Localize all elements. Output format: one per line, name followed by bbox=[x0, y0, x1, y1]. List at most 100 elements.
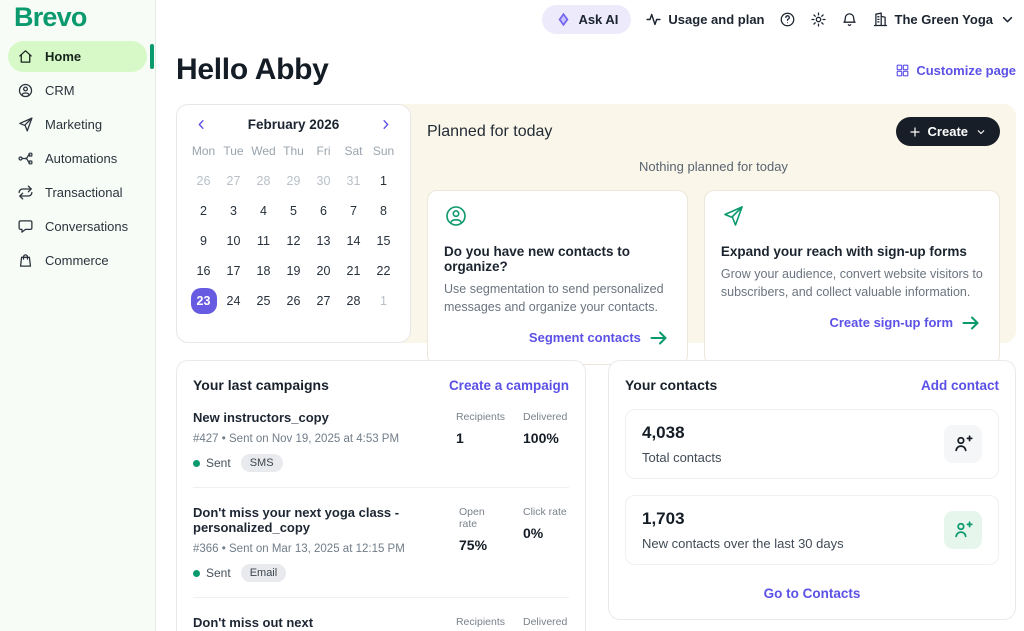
calendar-day[interactable]: 14 bbox=[346, 234, 361, 248]
suggestion-card-title: Do you have new contacts to organize? bbox=[444, 244, 631, 274]
calendar-day-name: Mon bbox=[191, 144, 216, 158]
calendar-day[interactable]: 16 bbox=[196, 264, 211, 278]
add-contact-link[interactable]: Add contact bbox=[920, 377, 999, 393]
calendar-day[interactable]: 21 bbox=[346, 264, 361, 278]
calendar-day[interactable]: 20 bbox=[316, 264, 331, 278]
campaign-row[interactable]: New instructors_copy #427 • Sent on Nov 1… bbox=[193, 393, 569, 487]
crm-icon bbox=[17, 82, 34, 99]
sidebar-item-automations[interactable]: Automations bbox=[8, 143, 147, 174]
help-button[interactable] bbox=[779, 11, 796, 28]
pulse-icon bbox=[645, 11, 662, 28]
campaign-row[interactable]: Don't miss out next class_copy_copy_copy… bbox=[193, 597, 569, 631]
sidebar-item-crm[interactable]: CRM bbox=[8, 75, 147, 106]
gear-icon bbox=[810, 11, 827, 28]
calendar-day[interactable]: 26 bbox=[196, 174, 211, 188]
campaign-row[interactable]: Don't miss your next yoga class - person… bbox=[193, 487, 569, 597]
calendar-day[interactable]: 26 bbox=[286, 294, 301, 308]
campaign-status: Sent bbox=[193, 566, 231, 580]
calendar-day[interactable]: 2 bbox=[200, 204, 207, 218]
calendar-day-selected[interactable]: 23 bbox=[189, 286, 219, 316]
chevron-left-icon bbox=[195, 118, 208, 131]
calendar-day[interactable]: 1 bbox=[380, 294, 387, 308]
calendar-day[interactable]: 12 bbox=[286, 234, 301, 248]
plus-icon bbox=[909, 126, 921, 138]
campaign-list: New instructors_copy #427 • Sent on Nov 1… bbox=[193, 393, 569, 631]
contact-stat-card[interactable]: 1,703 New contacts over the last 30 days bbox=[625, 495, 999, 565]
marketing-icon bbox=[17, 116, 34, 133]
page-title: Hello Abby bbox=[176, 53, 329, 86]
campaign-stat: Delivered 100% bbox=[523, 411, 569, 472]
sidebar-item-marketing[interactable]: Marketing bbox=[8, 109, 147, 140]
add-contact-icon bbox=[953, 434, 973, 454]
calendar-day[interactable]: 24 bbox=[226, 294, 241, 308]
organization-icon bbox=[872, 11, 889, 28]
contact-stat-card[interactable]: 4,038 Total contacts bbox=[625, 409, 999, 479]
calendar-day[interactable]: 19 bbox=[286, 264, 301, 278]
calendar-day[interactable]: 28 bbox=[256, 174, 271, 188]
calendar-day[interactable]: 13 bbox=[316, 234, 331, 248]
stat-value: 1 bbox=[455, 430, 464, 446]
sidebar-item-label: CRM bbox=[45, 83, 75, 98]
sidebar-item-commerce[interactable]: Commerce bbox=[8, 245, 147, 276]
calendar-day[interactable]: 30 bbox=[316, 174, 331, 188]
calendar-day[interactable]: 8 bbox=[380, 204, 387, 218]
suggestion-card-link[interactable]: Create sign-up form bbox=[829, 311, 983, 335]
status-dot bbox=[193, 569, 200, 577]
create-label: Create bbox=[927, 124, 968, 139]
suggestion-card-link[interactable]: Segment contacts bbox=[529, 326, 671, 350]
account-name: The Green Yoga bbox=[894, 11, 994, 27]
suggestion-card-description: Use segmentation to send personalized me… bbox=[444, 282, 664, 314]
sidebar-item-label: Transactional bbox=[45, 185, 123, 200]
notifications-button[interactable] bbox=[841, 11, 858, 28]
calendar-day[interactable]: 11 bbox=[257, 234, 270, 248]
calendar-day[interactable]: 3 bbox=[230, 204, 237, 218]
campaign-meta: #427 • Sent on Nov 19, 2025 at 4:53 PM bbox=[193, 433, 400, 445]
contact-stat-value: 4,038 bbox=[642, 423, 685, 442]
calendar-day[interactable]: 6 bbox=[320, 204, 327, 218]
create-button[interactable]: Create bbox=[895, 117, 1000, 146]
calendar-day[interactable]: 27 bbox=[226, 174, 241, 188]
calendar-day[interactable]: 9 bbox=[200, 234, 207, 248]
status-label: Sent bbox=[206, 456, 231, 470]
calendar-day[interactable]: 27 bbox=[316, 294, 331, 308]
sidebar-item-conversations[interactable]: Conversations bbox=[8, 211, 147, 242]
calendar-day[interactable]: 18 bbox=[256, 264, 271, 278]
status-dot bbox=[193, 459, 200, 467]
calendar-header: February 2026 bbox=[189, 117, 398, 136]
ask-ai-button[interactable]: Ask AI bbox=[542, 4, 632, 34]
chevron-down-icon bbox=[999, 11, 1016, 28]
stat-value: 0% bbox=[523, 525, 544, 541]
usage-and-plan-button[interactable]: Usage and plan bbox=[645, 11, 765, 28]
calendar-day[interactable]: 5 bbox=[290, 204, 297, 218]
calendar-day[interactable]: 10 bbox=[226, 234, 241, 248]
sidebar-item-transactional[interactable]: Transactional bbox=[8, 177, 147, 208]
create-campaign-link[interactable]: Create a campaign bbox=[448, 377, 569, 393]
sidebar-item-label: Home bbox=[45, 49, 82, 64]
account-menu[interactable]: The Green Yoga bbox=[872, 11, 1017, 28]
conversations-icon bbox=[17, 218, 34, 235]
bottom-section: Your last campaigns Create a campaign Ne… bbox=[176, 360, 1016, 631]
calendar-day[interactable]: 17 bbox=[226, 264, 241, 278]
campaign-name: Don't miss your next yoga class - person… bbox=[193, 505, 400, 535]
calendar-day[interactable]: 28 bbox=[346, 294, 361, 308]
calendar-day[interactable]: 22 bbox=[376, 264, 391, 278]
go-to-contacts-link[interactable]: Go to Contacts bbox=[763, 586, 861, 601]
calendar-day[interactable]: 29 bbox=[286, 174, 301, 188]
calendar-month-label: February 2026 bbox=[247, 117, 340, 132]
calendar-grid: Mon Tue Wed Thu Fri Sat Sun 26 27 28 29 30 31 1 2 3 4 5 6 7… bbox=[189, 136, 398, 316]
stat-label: Delivered bbox=[523, 411, 568, 423]
calendar-day[interactable]: 31 bbox=[346, 174, 361, 188]
settings-button[interactable] bbox=[810, 11, 827, 28]
calendar-day[interactable]: 15 bbox=[376, 234, 391, 248]
calendar-next-button[interactable] bbox=[379, 118, 392, 131]
commerce-icon bbox=[17, 252, 34, 269]
sidebar-item-home[interactable]: Home bbox=[8, 41, 154, 72]
calendar-day[interactable]: 1 bbox=[380, 174, 387, 188]
calendar-day[interactable]: 4 bbox=[260, 204, 267, 218]
contacts-card: Your contacts Add contact 4,038 Total con… bbox=[608, 360, 1016, 620]
calendar-prev-button[interactable] bbox=[195, 118, 208, 131]
suggestion-cards: Do you have new contacts to organize? Use… bbox=[427, 190, 1000, 365]
customize-page-button[interactable]: Customize page bbox=[895, 63, 1016, 78]
calendar-day[interactable]: 7 bbox=[350, 204, 357, 218]
calendar-day[interactable]: 25 bbox=[256, 294, 271, 308]
